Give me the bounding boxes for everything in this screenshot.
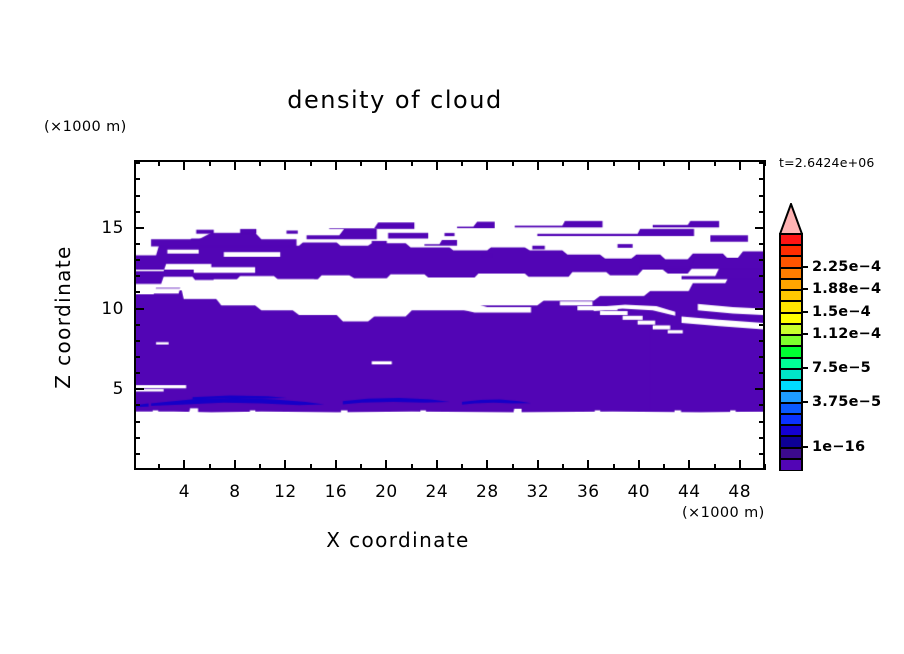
page-title: density of cloud	[287, 86, 503, 114]
y-axis-tick-label: 10	[101, 298, 124, 319]
time-stamp-label: t=2.6424e+06	[779, 155, 875, 170]
x-axis-tick-label: 20	[375, 482, 398, 502]
x-axis-tick-label: 36	[576, 482, 600, 502]
colorbar-segment	[779, 233, 803, 245]
x-axis-tick-label: 24	[425, 482, 449, 502]
colorbar-segment	[779, 390, 803, 403]
colorbar-segment	[779, 266, 803, 279]
colorbar-segment	[779, 401, 803, 414]
colorbar-tick-label: 1e−16	[812, 438, 866, 455]
colorbar-segment	[779, 345, 803, 358]
colorbar-tick-label: 7.5e−5	[812, 359, 871, 376]
x-axis-tick-label: 28	[476, 482, 499, 502]
colorbar-tick-label: 1.88e−4	[812, 281, 882, 298]
colorbar-tick-label: 1.5e−4	[812, 303, 871, 320]
colorbar-segment	[779, 300, 803, 313]
colorbar-segment	[779, 457, 803, 470]
plot-area	[134, 160, 765, 470]
x-axis-unit-label: (×1000 m)	[682, 505, 765, 521]
y-axis-tick-label: 15	[101, 217, 124, 238]
contour-field-canvas	[136, 162, 763, 468]
colorbar-segment	[779, 334, 803, 346]
colorbar-segment	[779, 311, 803, 324]
colorbar-tick	[803, 310, 808, 313]
colorbar-tick-label: 2.25e−4	[812, 258, 882, 275]
colorbar-segment	[779, 367, 803, 380]
colorbar-tick-label: 1.12e−4	[812, 326, 882, 343]
x-axis-tick-label: 16	[324, 482, 348, 502]
colorbar-segment	[779, 277, 803, 290]
colorbar-segment	[779, 322, 803, 335]
colorbar-segment	[779, 435, 803, 448]
colorbar-segment	[779, 255, 803, 268]
colorbar-tick	[803, 265, 808, 268]
colorbar-bottom-edge	[779, 469, 803, 471]
y-axis-unit-label: (×1000 m)	[44, 119, 127, 135]
colorbar-segment	[779, 379, 803, 391]
colorbar-arrow-cap	[778, 201, 804, 235]
colorbar-segment	[779, 356, 803, 369]
x-axis-tick-label: 48	[728, 482, 752, 502]
colorbar-segment	[779, 446, 803, 459]
x-axis-title-text: X coordinate	[326, 528, 470, 552]
colorbar-tick-label: 3.75e−5	[812, 393, 882, 410]
x-axis-tick-label: 40	[627, 482, 651, 502]
colorbar-tick	[803, 366, 808, 369]
x-axis-tick-label: 4	[178, 482, 191, 502]
x-axis-tick-label: 32	[526, 482, 550, 502]
colorbar-tick	[803, 445, 808, 448]
colorbar-tick	[803, 288, 808, 291]
colorbar-segment	[779, 244, 803, 257]
x-axis-tick-label: 12	[274, 482, 297, 502]
y-axis-tick-label: 5	[112, 379, 124, 400]
y-axis-title: Z coordinate	[51, 245, 75, 389]
x-axis-tick-label: 44	[677, 482, 701, 502]
colorbar-segment	[779, 424, 803, 436]
x-axis-title: X coordinate	[0, 528, 904, 552]
colorbar-tick	[803, 333, 808, 336]
colorbar-segment	[779, 412, 803, 425]
x-axis-tick-label: 8	[229, 482, 241, 502]
colorbar-segment	[779, 289, 803, 302]
colorbar-tick	[803, 400, 808, 403]
colorbar	[779, 233, 803, 471]
